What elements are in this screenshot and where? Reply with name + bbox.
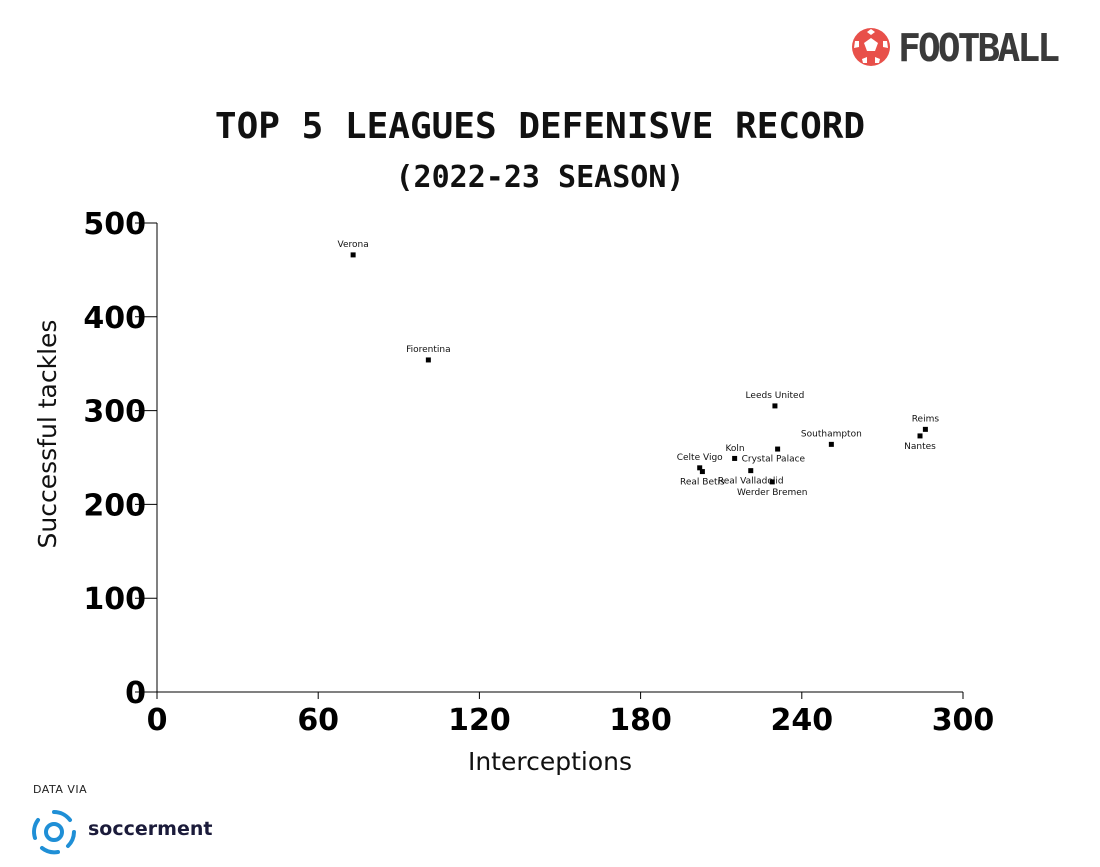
x-tick-label: 120 xyxy=(448,703,511,738)
point-label: Real Betis xyxy=(680,478,725,488)
point-label: Verona xyxy=(338,240,369,250)
data-point xyxy=(769,479,775,485)
x-axis-title: Interceptions xyxy=(468,747,632,776)
point-label: Crystal Palace xyxy=(742,454,806,464)
data-point xyxy=(350,252,356,258)
data-point xyxy=(697,465,703,471)
y-tick-label: 300 xyxy=(83,395,146,430)
data-point xyxy=(425,357,431,363)
data-points: Verona Fiorentina Leeds United Reims Nantes S… xyxy=(338,240,940,498)
point-label: Nantes xyxy=(904,442,936,452)
point-label: Reims xyxy=(912,414,940,424)
x-tick-label: 60 xyxy=(297,703,339,738)
soccerment-logo: soccerment xyxy=(30,808,213,858)
point-label: Werder Bremen xyxy=(737,488,807,498)
soccerment-name: soccerment xyxy=(88,818,213,840)
y-tick-label: 0 xyxy=(125,676,146,711)
chart-title: TOP 5 LEAGUES DEFENISVE RECORD xyxy=(214,106,866,147)
brand-name: FOOTBALL xyxy=(898,26,1060,70)
x-tick-label: 180 xyxy=(609,703,672,738)
data-point xyxy=(922,426,928,432)
footheball-logo: FOOTBALL xyxy=(850,24,1080,70)
data-point xyxy=(917,433,923,439)
y-tick-label: 500 xyxy=(83,207,146,242)
x-tick-label: 240 xyxy=(770,703,833,738)
y-tick-label: 400 xyxy=(83,301,146,336)
data-point xyxy=(772,403,778,409)
data-point xyxy=(828,441,834,447)
x-tick-label: 0 xyxy=(147,703,168,738)
y-tick-label: 200 xyxy=(83,488,146,523)
data-point xyxy=(775,446,781,452)
data-point xyxy=(699,469,705,475)
data-point xyxy=(732,455,738,461)
point-label: Southampton xyxy=(801,429,862,439)
axes: 0 100 200 300 400 500 0 60 120 180 240 300 xyxy=(83,207,994,738)
point-label: Leeds United xyxy=(746,391,805,401)
data-point xyxy=(748,468,754,474)
point-label: Real Valladolid xyxy=(718,477,784,487)
y-axis-title: Successful tackles xyxy=(33,320,62,549)
chart-subtitle: (2022-23 SEASON) xyxy=(395,160,685,195)
soccerment-icon xyxy=(32,810,76,855)
x-tick-label: 300 xyxy=(932,703,995,738)
point-label: Celte Vigo xyxy=(677,453,723,463)
point-label: Koln xyxy=(725,444,744,454)
data-via-label: DATA VIA xyxy=(33,783,88,796)
football-icon xyxy=(852,28,890,66)
y-tick-label: 100 xyxy=(83,582,146,617)
point-label: Fiorentina xyxy=(406,345,451,355)
